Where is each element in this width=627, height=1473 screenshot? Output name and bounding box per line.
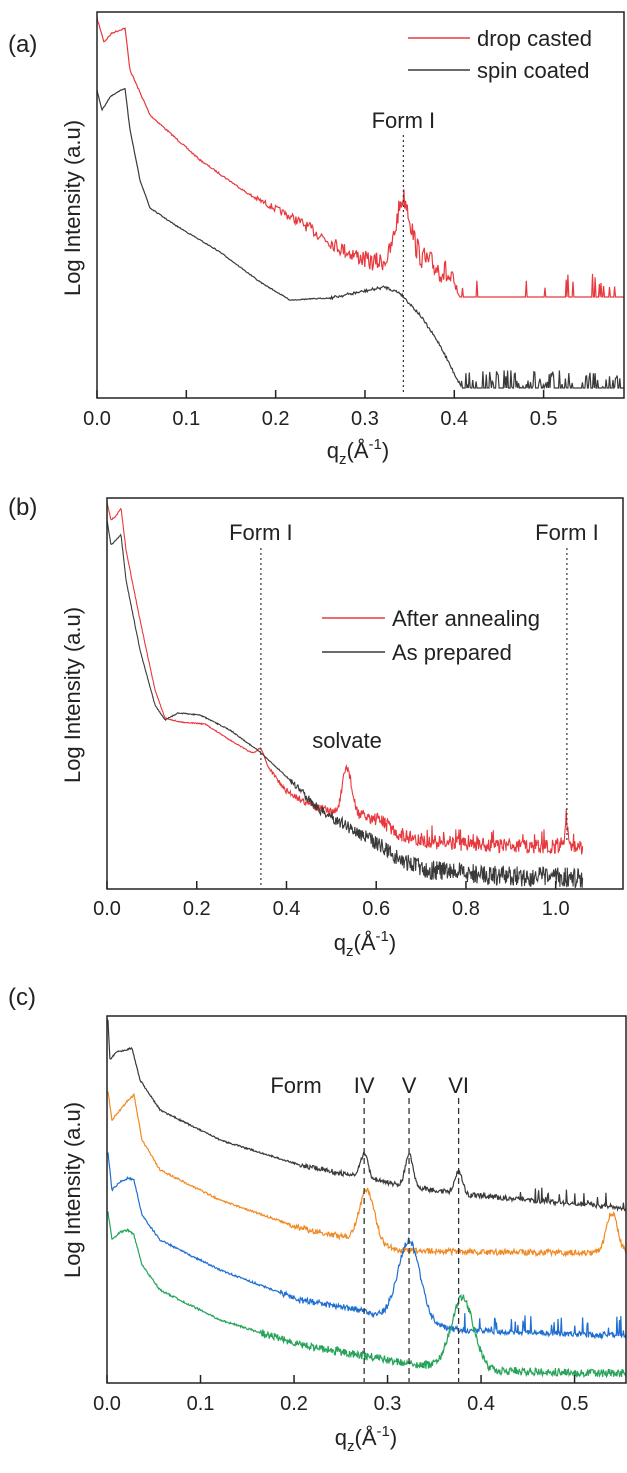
panel-b-xlabel: qz(Å-1): [334, 928, 396, 960]
series-line-spin-coated: [96, 87, 624, 391]
svg-text:0.6: 0.6: [362, 898, 390, 920]
panel-b-form-i-label-2: Form I: [535, 520, 599, 545]
panel-c-iv-label: IV: [354, 1073, 375, 1098]
x-tick-0.1: 0.1: [172, 390, 200, 430]
panel-a: (a) Log Intensity (a.u) Form I drop cast…: [8, 11, 625, 468]
x-tick-0.2: 0.2: [280, 1375, 308, 1415]
svg-text:0.0: 0.0: [93, 1393, 121, 1415]
x-tick-0.6: 0.6: [362, 881, 390, 920]
svg-text:0.2: 0.2: [280, 1393, 308, 1415]
svg-text:0.4: 0.4: [467, 1393, 495, 1415]
panel-a-form-i-label: Form I: [372, 108, 436, 133]
panel-c-xlabel: qz(Å-1): [335, 1423, 397, 1455]
svg-text:0.8: 0.8: [452, 898, 480, 920]
series-line-3: [107, 1152, 627, 1341]
x-tick-0.2: 0.2: [183, 881, 211, 920]
panel-b-solvate-label: solvate: [312, 728, 382, 753]
panel-b-ylabel: Log Intensity (a.u): [60, 607, 85, 783]
panel-b-series-as-prepared: [106, 520, 584, 889]
panel-c-vi-label: VI: [448, 1073, 469, 1098]
panel-a-series-drop-casted: [96, 17, 624, 298]
panel-c-series-1: [107, 1019, 627, 1213]
panel-a-plot-frame: [96, 11, 625, 399]
svg-text:1.0: 1.0: [542, 898, 570, 920]
x-tick-0.1: 0.1: [187, 1375, 215, 1415]
svg-text:0.5: 0.5: [561, 1393, 589, 1415]
x-tick-0.5: 0.5: [530, 390, 558, 430]
panel-b: (b) Log Intensity (a.u) Form I Form I so…: [8, 494, 624, 960]
x-tick-0.3: 0.3: [351, 390, 379, 430]
x-tick-0.4: 0.4: [467, 1375, 495, 1415]
panel-b-series-after-annealing: [106, 501, 584, 856]
svg-text:0.2: 0.2: [262, 408, 290, 430]
x-tick-0.8: 0.8: [452, 881, 480, 920]
x-tick-0.0: 0.0: [83, 390, 111, 430]
panel-b-label: (b): [8, 494, 37, 521]
panel-b-form-i-label-1: Form I: [229, 520, 293, 545]
panel-a-series-spin-coated: [96, 87, 624, 391]
svg-text:0.3: 0.3: [374, 1393, 402, 1415]
panel-a-x-ticks: 0.0 0.1 0.2 0.3 0.4 0.5: [83, 390, 558, 430]
x-tick-0.0: 0.0: [93, 1375, 121, 1415]
panel-c-x-ticks: 0.0 0.1 0.2 0.3 0.4 0.5: [93, 1375, 588, 1415]
series-line-4: [107, 1211, 627, 1379]
svg-text:0.1: 0.1: [187, 1393, 215, 1415]
x-tick-0.2: 0.2: [262, 390, 290, 430]
legend-label-as-prepared: As prepared: [392, 640, 512, 665]
panel-c-series-2: [107, 1091, 627, 1258]
series-line-after-annealing: [106, 501, 584, 856]
x-tick-0.4: 0.4: [273, 881, 301, 920]
series-line-1: [107, 1019, 627, 1213]
panel-c-series-3: [107, 1152, 627, 1341]
svg-text:0.4: 0.4: [273, 898, 301, 920]
svg-text:0.5: 0.5: [530, 408, 558, 430]
panel-a-xlabel: qz(Å-1): [327, 436, 389, 468]
svg-text:0.2: 0.2: [183, 898, 211, 920]
panel-b-plot-frame: [106, 497, 624, 890]
panel-c: (c) Log Intensity (a.u) Form IV V VI 0.0…: [8, 984, 627, 1455]
panel-c-plot-frame: [106, 1015, 627, 1384]
panel-c-ylabel: Log Intensity (a.u): [60, 1102, 85, 1278]
panel-a-label: (a): [8, 31, 37, 58]
legend-label-after-annealing: After annealing: [392, 606, 540, 631]
panel-b-x-ticks: 0.0 0.2 0.4 0.6 0.8 1.0: [93, 881, 570, 920]
panel-c-form-label: Form: [270, 1073, 321, 1098]
svg-text:0.0: 0.0: [83, 408, 111, 430]
series-line-drop-casted: [96, 17, 624, 298]
legend-label-spin-coated: spin coated: [477, 58, 590, 83]
x-tick-0.5: 0.5: [561, 1375, 589, 1415]
series-line-as-prepared: [106, 520, 584, 889]
panel-a-ylabel: Log Intensity (a.u): [60, 120, 85, 296]
svg-text:0.4: 0.4: [440, 408, 468, 430]
x-tick-0.0: 0.0: [93, 881, 121, 920]
svg-text:0.3: 0.3: [351, 408, 379, 430]
x-tick-0.4: 0.4: [440, 390, 468, 430]
panel-c-v-label: V: [402, 1073, 417, 1098]
panel-c-series-4: [107, 1211, 627, 1379]
x-tick-1.0: 1.0: [542, 881, 570, 920]
legend-label-drop-casted: drop casted: [477, 26, 592, 51]
series-line-2: [107, 1091, 627, 1258]
x-tick-0.3: 0.3: [374, 1375, 402, 1415]
svg-text:0.1: 0.1: [172, 408, 200, 430]
panel-c-label: (c): [8, 984, 36, 1011]
svg-text:0.0: 0.0: [93, 898, 121, 920]
